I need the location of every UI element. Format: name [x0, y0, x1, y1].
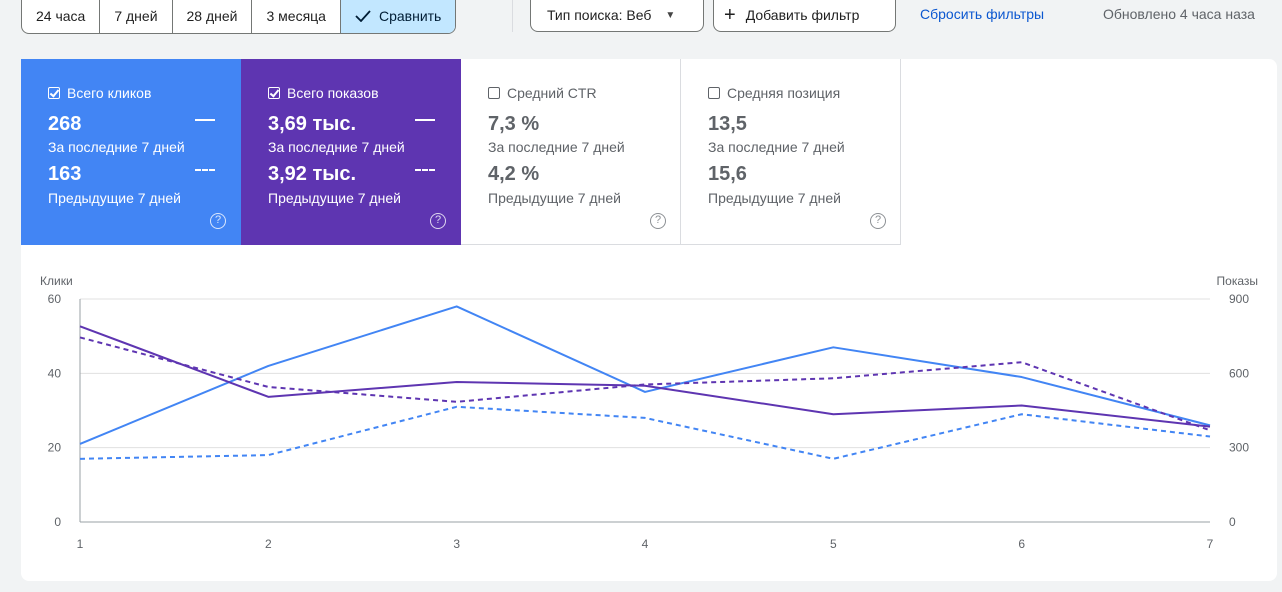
- metric-tile-position[interactable]: Средняя позиция 13,5 За последние 7 дней…: [681, 59, 901, 245]
- metric-current-value: 3,69 тыс.: [268, 113, 357, 135]
- series-line-1: [79, 305, 1211, 445]
- metric-current-value: 7,3 %: [488, 113, 540, 135]
- search-type-label: Тип поиска: Веб: [547, 7, 652, 23]
- checkbox-checked-icon[interactable]: [268, 87, 280, 99]
- y-tick-label-right: 900: [1229, 292, 1249, 306]
- solid-line-legend-icon: [195, 119, 215, 121]
- y-tick-label-left: 40: [48, 366, 62, 380]
- metric-header: Средний CTR: [488, 85, 597, 101]
- range-3m-button[interactable]: 3 месяца: [252, 0, 341, 33]
- metric-previous-value: 3,92 тыс.: [268, 163, 357, 185]
- compare-label: Сравнить: [378, 8, 442, 24]
- y-tick-label-right: 600: [1229, 366, 1249, 380]
- performance-card: Всего кликов 268 За последние 7 дней 163…: [21, 59, 1277, 581]
- metric-tile-ctr[interactable]: Средний CTR 7,3 % За последние 7 дней 4,…: [461, 59, 681, 245]
- metric-header: Всего показов: [268, 85, 379, 101]
- range-28d-button[interactable]: 28 дней: [173, 0, 253, 33]
- range-24h-button[interactable]: 24 часа: [22, 0, 101, 33]
- metric-tile-impressions[interactable]: Всего показов 3,69 тыс. За последние 7 д…: [241, 59, 461, 245]
- add-filter-button[interactable]: + Добавить фильтр: [713, 0, 896, 32]
- metric-previous-value: 15,6: [708, 163, 747, 185]
- metric-previous-value: 4,2 %: [488, 163, 540, 185]
- solid-line-legend-icon: [415, 119, 435, 121]
- metric-header: Средняя позиция: [708, 85, 840, 101]
- checkbox-unchecked-icon[interactable]: [488, 87, 500, 99]
- help-icon[interactable]: ?: [210, 213, 226, 229]
- x-tick-label: 2: [265, 537, 272, 551]
- checkbox-unchecked-icon[interactable]: [708, 87, 720, 99]
- metric-current-label: За последние 7 дней: [488, 139, 625, 155]
- metric-current-label: За последние 7 дней: [268, 139, 405, 155]
- y-tick-label-left: 0: [54, 515, 61, 529]
- help-icon[interactable]: ?: [650, 213, 666, 229]
- date-range-selector: 24 часа 7 дней 28 дней 3 месяца Сравнить: [21, 0, 457, 34]
- x-tick-label: 4: [642, 537, 649, 551]
- metric-tiles: Всего кликов 268 За последние 7 дней 163…: [21, 59, 901, 245]
- metric-previous-label: Предыдущие 7 дней: [48, 190, 181, 206]
- dashed-line-legend-icon: [415, 169, 435, 171]
- x-tick-label: 6: [1018, 537, 1025, 551]
- x-tick-label: 5: [830, 537, 837, 551]
- y-axis-title-right: Показы: [1217, 274, 1258, 288]
- toolbar-divider: [512, 0, 513, 32]
- y-axis-title-left: Клики: [40, 274, 73, 288]
- metric-header: Всего кликов: [48, 85, 151, 101]
- series-line-2: [79, 405, 1211, 460]
- dropdown-caret-icon: ▼: [665, 9, 676, 21]
- metric-previous-label: Предыдущие 7 дней: [268, 190, 401, 206]
- metric-previous-label: Предыдущие 7 дней: [488, 190, 621, 206]
- y-tick-label-left: 60: [48, 292, 62, 306]
- x-tick-label: 3: [453, 537, 460, 551]
- toolbar: 24 часа 7 дней 28 дней 3 месяца Сравнить…: [0, 0, 1282, 34]
- compare-button[interactable]: Сравнить: [340, 0, 456, 33]
- updated-status: Обновлено 4 часа наза: [1103, 6, 1255, 22]
- plus-icon: +: [724, 4, 736, 26]
- metric-label: Всего кликов: [67, 85, 152, 101]
- dashed-line-legend-icon: [195, 169, 215, 171]
- metric-label: Всего показов: [287, 85, 379, 101]
- help-icon[interactable]: ?: [870, 213, 886, 229]
- checkbox-checked-icon[interactable]: [48, 87, 60, 99]
- metric-current-label: За последние 7 дней: [48, 139, 185, 155]
- x-tick-label: 7: [1207, 537, 1214, 551]
- y-tick-label-right: 300: [1229, 441, 1249, 455]
- metric-label: Средняя позиция: [727, 85, 841, 101]
- add-filter-label: Добавить фильтр: [745, 7, 860, 23]
- help-icon[interactable]: ?: [430, 213, 446, 229]
- metric-current-label: За последние 7 дней: [708, 139, 845, 155]
- y-tick-label-right: 0: [1229, 515, 1236, 529]
- metric-previous-label: Предыдущие 7 дней: [708, 190, 841, 206]
- metric-current-value: 13,5: [708, 113, 747, 135]
- metric-previous-value: 163: [48, 163, 82, 185]
- metric-label: Средний CTR: [507, 85, 597, 101]
- reset-filters-link[interactable]: Сбросить фильтры: [920, 6, 1045, 22]
- check-icon: [355, 0, 373, 33]
- metric-tile-clicks[interactable]: Всего кликов 268 За последние 7 дней 163…: [21, 59, 241, 245]
- series-line-3: [79, 325, 1211, 428]
- x-tick-label: 1: [77, 537, 84, 551]
- search-type-dropdown[interactable]: Тип поиска: Веб ▼: [530, 0, 704, 32]
- range-7d-button[interactable]: 7 дней: [100, 0, 173, 33]
- y-tick-label-left: 20: [48, 441, 62, 455]
- metric-current-value: 268: [48, 113, 82, 135]
